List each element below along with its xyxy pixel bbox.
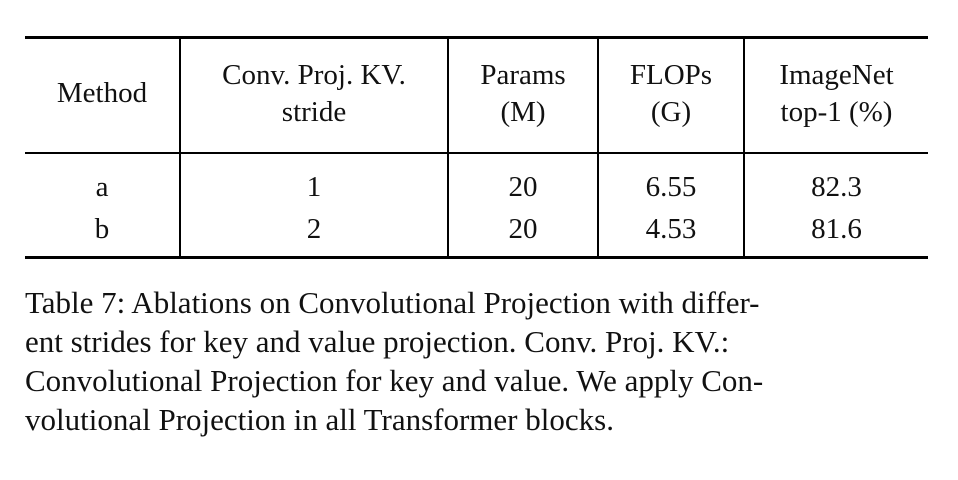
header-stride-line2: stride [281, 95, 347, 128]
header-stride-line1: Conv. Proj. KV. [222, 58, 406, 91]
table-row: b 2 20 4.53 81.6 [25, 202, 928, 258]
header-flops-line1: FLOPs [629, 58, 713, 91]
header-params-line1: Params [480, 58, 566, 91]
caption-line-2: ent strides for key and value projection… [25, 324, 730, 359]
table-caption: Table 7: Ablations on Convolutional Proj… [25, 283, 930, 439]
cell-params: 20 [448, 202, 599, 258]
header-top1: ImageNet top-1 (%) [744, 38, 928, 154]
header-stride: Conv. Proj. KV. stride [180, 37, 449, 153]
cell-stride: 2 [180, 202, 449, 258]
caption-line-3: Convolutional Projection for key and val… [25, 363, 764, 398]
header-top1-line2: top-1 (%) [780, 95, 893, 128]
header-params: Params (M) [448, 37, 599, 153]
cell-flops: 4.53 [598, 202, 745, 258]
caption-line-4: volutional Projection in all Transformer… [25, 402, 614, 437]
cell-stride: 1 [180, 153, 449, 202]
header-method: Method [25, 37, 181, 153]
ablation-table: Method Conv. Proj. KV. stride Params (M) [25, 36, 928, 259]
header-top1-line1: ImageNet [779, 58, 894, 91]
cell-params: 20 [448, 153, 599, 202]
cell-method: a [25, 153, 181, 202]
cell-method: b [25, 202, 181, 258]
ablation-table-container: Method Conv. Proj. KV. stride Params (M) [25, 36, 928, 259]
cell-top1: 82.3 [811, 171, 862, 203]
table-header-row: Method Conv. Proj. KV. stride Params (M) [25, 37, 928, 154]
header-params-line2: (M) [500, 95, 546, 128]
cell-top1: 81.6 [811, 213, 862, 245]
header-flops-line2: (G) [650, 95, 692, 128]
table-row: a 1 20 6.55 82.3 [25, 153, 928, 202]
header-method-label: Method [56, 77, 148, 109]
caption-line-1: Table 7: Ablations on Convolutional Proj… [25, 285, 760, 320]
cell-flops: 6.55 [598, 153, 745, 202]
header-flops: FLOPs (G) [598, 37, 745, 153]
